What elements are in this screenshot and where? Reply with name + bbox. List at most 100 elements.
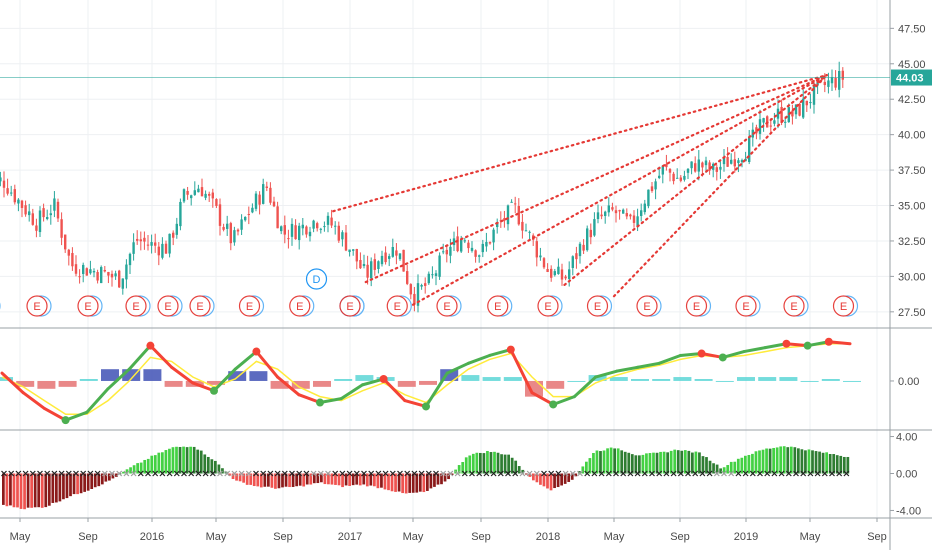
trend-fan-line-5[interactable] [612,74,828,298]
trend-fan-line-4[interactable] [563,74,828,286]
indicator2-bar [736,458,740,474]
event-marker-e[interactable] [586,295,609,317]
candle-body [654,181,657,190]
candle-body [107,271,110,276]
indicator2-bar [814,451,818,474]
indicator2-bar [125,469,129,474]
indicator2-bar [249,473,253,485]
indicator2-bar [669,450,673,474]
indicator2-bar [616,448,620,474]
indicator2-bar [821,452,825,474]
event-marker-e[interactable] [157,295,179,317]
time-tick-label: 2017 [338,531,362,543]
indicator2-bar [358,473,362,486]
event-marker-e[interactable] [783,295,805,317]
candle-body [218,204,222,226]
event-marker-e[interactable] [339,295,361,317]
event-marker-e[interactable] [77,295,99,317]
indicator2-bar [694,451,698,474]
candle-body [676,177,679,179]
indicator2-bar [662,451,666,474]
indicator2-zero-cross [598,470,605,477]
event-marker-e[interactable] [685,295,708,317]
indicator2-bar [26,473,30,508]
candle-body [586,228,589,251]
candle-body [233,230,236,243]
event-marker-e[interactable] [125,295,147,317]
indicator1-turn-dot [782,339,791,348]
candle-body [82,264,85,275]
indicator2-zero-cross [325,470,331,477]
candle-body [622,209,625,214]
indicator2-zero-cross [425,470,432,477]
indicator2-zero-cross [541,470,547,477]
event-marker-e[interactable] [487,295,509,317]
indicator2-bar [93,473,97,488]
event-marker-e[interactable] [636,295,658,317]
indicator2-bar [231,473,235,480]
indicator2-bar [496,452,500,474]
event-marker-label: E [132,301,139,313]
indicator1-histogram-bar [419,380,437,385]
dividend-callout[interactable] [305,268,328,290]
event-marker-label: E [693,301,700,313]
indicator2-zero-cross [368,470,375,477]
indicator2-zero-cross [836,470,843,477]
indicator2-bar [708,460,712,474]
indicator2-bar [47,473,51,506]
candle-body [366,264,369,278]
candle-body [298,225,301,241]
event-marker-e[interactable] [189,295,211,317]
indicator2-zero-cross [404,470,411,477]
event-marker-e[interactable] [289,295,311,317]
event-marker-e[interactable] [238,295,261,317]
candle-body [542,258,546,268]
event-marker-label: E [196,301,203,313]
event-marker-label: E [742,301,749,313]
event-marker-e[interactable] [735,295,757,317]
candle-body [647,189,650,207]
indicator2-zero-cross [22,470,29,477]
indicator2-bar [365,473,369,487]
candle-body [503,218,506,221]
indicator1-line-segment [42,406,68,422]
time-tick-label: Sep [273,531,293,543]
indicator2-bar [79,473,83,494]
candle-body [528,231,531,233]
candle-body [290,223,294,237]
event-marker-e[interactable] [386,295,408,317]
trend-fan-line-2[interactable] [364,74,828,284]
indicator1-histogram-bar [631,379,649,381]
indicator2-bar [835,455,839,474]
event-marker-e[interactable] [436,295,458,317]
indicator1-histogram-bar [715,380,734,382]
candle-body [164,243,168,254]
event-marker-e[interactable] [537,295,559,317]
indicator2-zero-cross [51,470,58,477]
indicator2-bar [447,473,450,480]
time-tick-label: May [800,531,821,543]
indicator1-turn-dot [549,400,558,409]
candle-body [71,253,74,267]
candle-body [398,253,402,260]
candle-body [665,163,668,168]
indicator2-zero-cross [749,470,756,477]
indicator2-bar [744,455,747,474]
event-marker-e[interactable] [26,295,48,317]
trend-fan-line-3[interactable] [411,74,828,306]
candle-body [258,194,261,205]
candle-body [625,213,628,217]
candle-body [114,273,117,277]
indicator2-bar [150,455,154,474]
indicator1-turn-dot [697,349,706,358]
candle-body [406,271,409,284]
candle-body [478,255,481,257]
indicator1-line-segment [0,371,25,395]
candle-body [0,177,2,182]
event-marker-e[interactable] [832,295,855,317]
candle-body [838,71,841,90]
indicator2-bar [828,454,832,474]
indicator2-zero-cross [231,470,238,477]
indicator2-zero-cross [613,470,619,477]
candle-body [154,242,157,246]
